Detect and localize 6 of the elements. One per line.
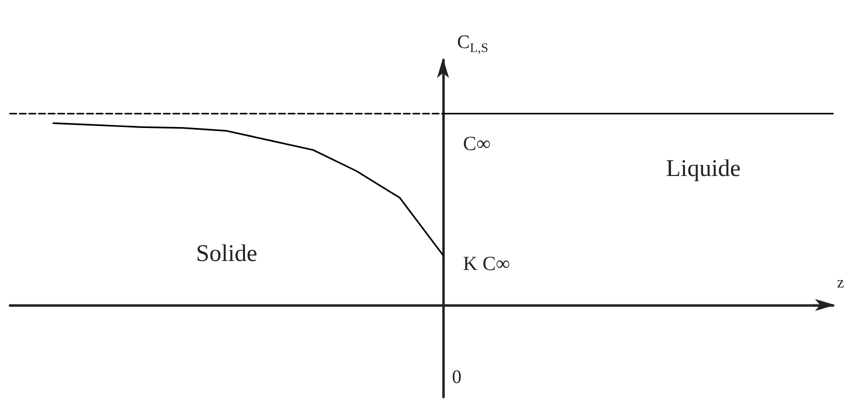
annotation: C∞ <box>463 133 491 155</box>
annotation: Solide <box>196 241 258 267</box>
annotation: Liquide <box>666 156 741 182</box>
text: 0 <box>452 367 462 388</box>
annotation: K C∞ <box>463 253 510 275</box>
x-axis-title: z <box>837 274 844 292</box>
